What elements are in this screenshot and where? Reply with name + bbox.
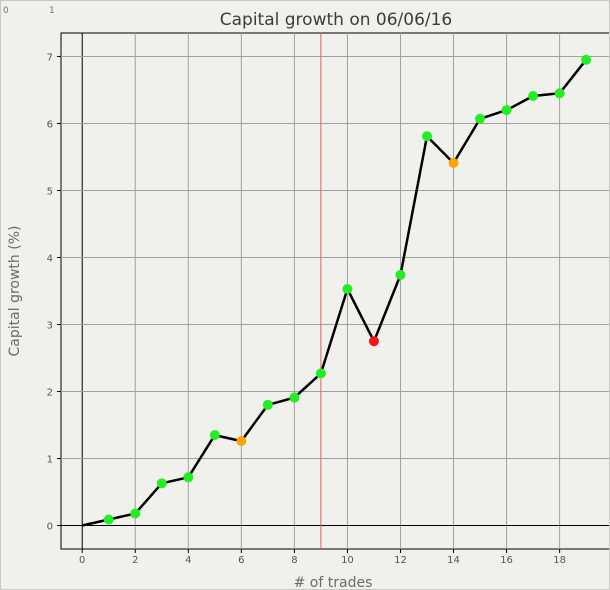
y-tick-label: 4 (47, 253, 53, 264)
data-point-green (262, 399, 273, 410)
data-point-green (289, 392, 300, 403)
x-tick-label: 10 (341, 555, 354, 566)
corner-label-right: 1 (49, 6, 55, 16)
data-point-green (315, 368, 326, 379)
y-tick-label: 1 (47, 455, 53, 466)
y-tick-label: 2 (47, 388, 53, 399)
x-tick-labels: 0 2 4 6 8 10 12 14 16 18 (79, 549, 566, 566)
y-tick-label: 7 (47, 52, 53, 63)
y-tick-label: 6 (47, 119, 53, 130)
x-tick-label: 4 (185, 555, 191, 566)
data-point-green (342, 283, 353, 294)
data-point-green (183, 472, 194, 483)
x-tick-label: 6 (238, 555, 244, 566)
data-point-green (103, 514, 114, 525)
y-tick-labels: 0 1 2 3 4 5 6 7 (47, 52, 61, 533)
chart-title: Capital growth on 06/06/16 (220, 10, 453, 30)
x-tick-label: 16 (500, 555, 513, 566)
corner-label-left: 0 (3, 6, 9, 16)
y-tick-label: 5 (47, 186, 53, 197)
x-tick-label: 8 (291, 555, 297, 566)
data-point-green (528, 90, 539, 101)
data-point-orange (236, 436, 247, 447)
data-points (103, 54, 592, 525)
x-tick-label: 12 (394, 555, 407, 566)
x-tick-label: 14 (447, 555, 460, 566)
y-tick-label: 3 (47, 321, 53, 332)
data-point-green (209, 430, 220, 441)
data-point-green (130, 508, 141, 519)
data-point-green (395, 269, 406, 280)
x-axis-label: # of trades (294, 575, 373, 589)
y-tick-label: 0 (47, 522, 53, 533)
data-point-green (422, 131, 432, 142)
data-point-green (475, 113, 486, 124)
data-point-green (554, 88, 565, 99)
x-tick-label: 0 (79, 555, 85, 566)
data-point-green (156, 478, 167, 489)
x-tick-label: 18 (553, 555, 566, 566)
x-tick-label: 2 (132, 555, 138, 566)
data-point-orange (448, 158, 459, 169)
plot-area (60, 32, 609, 550)
y-axis-label: Capital growth (%) (7, 226, 23, 357)
data-point-green (501, 105, 512, 116)
data-point-red (368, 336, 379, 347)
data-point-green (581, 54, 592, 65)
